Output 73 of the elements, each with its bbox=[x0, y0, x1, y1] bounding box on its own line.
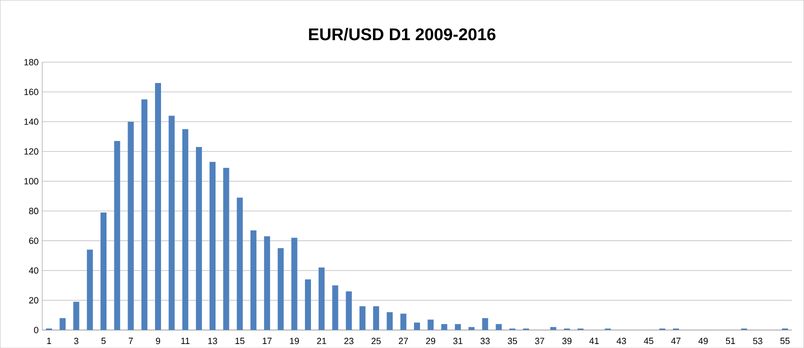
x-tick-label: 25 bbox=[372, 338, 381, 344]
x-tick-label: 55 bbox=[780, 338, 790, 344]
bar bbox=[441, 324, 448, 330]
bar bbox=[278, 248, 284, 330]
chart-title: EUR/USD D1 2009-2016 bbox=[309, 28, 496, 40]
bar bbox=[304, 279, 311, 330]
x-tick-label: 53 bbox=[753, 338, 762, 344]
bar bbox=[264, 236, 270, 330]
bar bbox=[318, 267, 325, 330]
x-tick-label: 19 bbox=[290, 338, 299, 344]
x-tick-label: 39 bbox=[562, 338, 572, 344]
y-tick-label: 160 bbox=[24, 88, 38, 95]
bar bbox=[359, 306, 366, 330]
bar bbox=[86, 250, 93, 330]
bar bbox=[182, 129, 188, 330]
bar bbox=[291, 238, 298, 330]
bar bbox=[428, 320, 434, 330]
bar bbox=[550, 326, 556, 330]
x-tick-label: 17 bbox=[262, 338, 272, 344]
bar bbox=[196, 146, 202, 330]
x-tick-label: 11 bbox=[181, 338, 190, 344]
x-tick-label: 43 bbox=[616, 338, 626, 344]
bar bbox=[60, 318, 66, 330]
bar bbox=[496, 324, 502, 330]
bar bbox=[386, 312, 393, 330]
y-tick-label: 140 bbox=[24, 118, 38, 125]
bar bbox=[168, 116, 175, 330]
bar bbox=[346, 291, 352, 330]
x-tick-label: 7 bbox=[128, 338, 133, 344]
bar bbox=[141, 99, 148, 330]
x-tick-label: 49 bbox=[698, 338, 708, 344]
x-tick-label: 37 bbox=[535, 338, 544, 344]
x-tick-label: 5 bbox=[101, 338, 106, 344]
y-tick-label: 120 bbox=[24, 148, 38, 155]
bar bbox=[236, 197, 243, 330]
y-tick-label: 180 bbox=[24, 58, 38, 66]
bar bbox=[400, 314, 406, 330]
bar bbox=[468, 326, 475, 330]
bar bbox=[100, 212, 107, 330]
bar bbox=[155, 82, 162, 330]
x-tick-label: 9 bbox=[156, 338, 160, 344]
x-tick-label: 51 bbox=[726, 338, 736, 344]
x-tick-label: 13 bbox=[208, 338, 218, 344]
x-tick-label: 3 bbox=[74, 338, 78, 344]
y-tick-label: 40 bbox=[28, 267, 38, 274]
bar bbox=[414, 322, 420, 330]
y-tick-label: 60 bbox=[29, 237, 38, 244]
x-tick-label: 15 bbox=[236, 338, 244, 344]
x-tick-label: 23 bbox=[344, 338, 354, 344]
x-tick-label: 47 bbox=[671, 338, 680, 344]
bar bbox=[373, 306, 380, 330]
x-tick-label: 27 bbox=[398, 338, 408, 344]
bar bbox=[482, 318, 488, 330]
bar bbox=[223, 168, 230, 330]
x-tick-label: 21 bbox=[317, 338, 326, 344]
bar bbox=[128, 122, 134, 330]
bar bbox=[454, 324, 461, 330]
x-tick-label: 33 bbox=[480, 338, 490, 344]
x-tick-label: 1 bbox=[47, 338, 52, 344]
bar bbox=[250, 230, 256, 330]
x-tick-label: 29 bbox=[426, 338, 436, 344]
x-tick-label: 45 bbox=[644, 338, 654, 344]
x-tick-label: 35 bbox=[508, 338, 518, 344]
x-tick-label: 31 bbox=[453, 338, 462, 344]
bar bbox=[332, 285, 338, 330]
y-tick-label: 80 bbox=[29, 208, 38, 214]
bar bbox=[73, 302, 80, 330]
bar bbox=[210, 162, 216, 330]
y-tick-label: 100 bbox=[24, 178, 38, 184]
bar bbox=[114, 140, 120, 330]
x-tick-label: 41 bbox=[589, 338, 599, 344]
y-tick-label: 20 bbox=[29, 296, 38, 304]
y-tick-label: 0 bbox=[34, 326, 38, 334]
